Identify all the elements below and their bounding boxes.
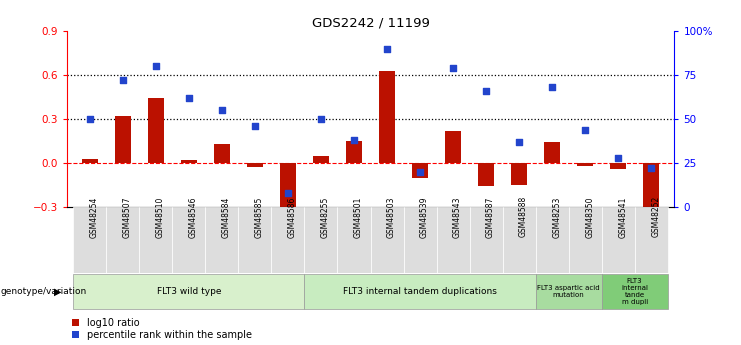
Bar xyxy=(610,163,626,169)
Point xyxy=(645,166,657,171)
Bar xyxy=(247,163,263,167)
Bar xyxy=(205,207,239,273)
Text: GSM48539: GSM48539 xyxy=(420,196,429,238)
Bar xyxy=(271,207,305,273)
Text: GSM48585: GSM48585 xyxy=(255,196,264,237)
Point xyxy=(414,169,426,175)
Point xyxy=(249,123,261,129)
Bar xyxy=(379,71,395,163)
Bar xyxy=(643,163,659,213)
Point xyxy=(282,190,294,196)
Bar xyxy=(82,159,98,163)
Text: GSM48543: GSM48543 xyxy=(453,196,462,238)
Text: FLT3 wild type: FLT3 wild type xyxy=(156,287,221,296)
Bar xyxy=(239,207,271,273)
Bar xyxy=(73,275,305,308)
Bar xyxy=(470,207,502,273)
Bar xyxy=(279,163,296,208)
Bar xyxy=(412,163,428,178)
Bar xyxy=(544,142,560,163)
Bar xyxy=(577,163,594,166)
Text: GSM48510: GSM48510 xyxy=(156,196,165,237)
Bar xyxy=(313,156,329,163)
Text: GSM48501: GSM48501 xyxy=(354,196,363,237)
Point xyxy=(150,63,162,69)
Point xyxy=(117,78,129,83)
Text: FLT3 aspartic acid
mutation: FLT3 aspartic acid mutation xyxy=(537,285,600,298)
Text: GSM48541: GSM48541 xyxy=(618,196,627,237)
Bar xyxy=(404,207,436,273)
Text: GSM48584: GSM48584 xyxy=(222,196,231,237)
Point xyxy=(315,116,327,122)
Point xyxy=(480,88,492,93)
Text: GSM48503: GSM48503 xyxy=(387,196,396,238)
Point xyxy=(183,95,195,101)
Text: GSM48586: GSM48586 xyxy=(288,196,297,237)
Bar xyxy=(445,131,462,163)
Bar xyxy=(173,207,205,273)
Text: GSM48350: GSM48350 xyxy=(585,196,594,238)
Bar xyxy=(181,160,197,163)
Point xyxy=(546,85,558,90)
Point xyxy=(514,139,525,145)
Bar xyxy=(305,207,337,273)
Point xyxy=(447,65,459,71)
Bar xyxy=(436,207,470,273)
Point xyxy=(612,155,624,160)
Text: genotype/variation: genotype/variation xyxy=(1,287,87,296)
Text: FLT3
internal
tande
m dupli: FLT3 internal tande m dupli xyxy=(621,278,648,305)
Point xyxy=(381,46,393,51)
Point xyxy=(348,137,360,143)
Title: GDS2242 / 11199: GDS2242 / 11199 xyxy=(311,17,430,30)
Bar xyxy=(602,207,635,273)
Bar xyxy=(305,275,536,308)
Bar xyxy=(337,207,370,273)
Bar xyxy=(502,207,536,273)
Bar xyxy=(478,163,494,186)
Text: GSM48507: GSM48507 xyxy=(123,196,132,238)
Text: ▶: ▶ xyxy=(54,287,62,296)
Bar xyxy=(635,207,668,273)
Bar xyxy=(536,207,568,273)
Text: GSM48255: GSM48255 xyxy=(321,196,330,237)
Text: GSM48253: GSM48253 xyxy=(552,196,561,237)
Bar xyxy=(370,207,404,273)
Bar xyxy=(147,99,164,163)
Text: GSM48587: GSM48587 xyxy=(486,196,495,237)
Text: GSM48252: GSM48252 xyxy=(651,196,660,237)
Bar xyxy=(568,207,602,273)
Bar xyxy=(139,207,173,273)
Bar xyxy=(536,275,602,308)
Bar xyxy=(73,207,106,273)
Point xyxy=(579,127,591,132)
Text: GSM48254: GSM48254 xyxy=(90,196,99,237)
Bar xyxy=(213,144,230,163)
Bar xyxy=(511,163,528,185)
Bar xyxy=(115,116,131,163)
Text: GSM48546: GSM48546 xyxy=(189,196,198,238)
Text: GSM48588: GSM48588 xyxy=(519,196,528,237)
Bar xyxy=(106,207,139,273)
Legend: log10 ratio, percentile rank within the sample: log10 ratio, percentile rank within the … xyxy=(72,318,252,340)
Bar xyxy=(346,141,362,163)
Point xyxy=(216,108,227,113)
Text: FLT3 internal tandem duplications: FLT3 internal tandem duplications xyxy=(343,287,497,296)
Point xyxy=(84,116,96,122)
Bar xyxy=(602,275,668,308)
